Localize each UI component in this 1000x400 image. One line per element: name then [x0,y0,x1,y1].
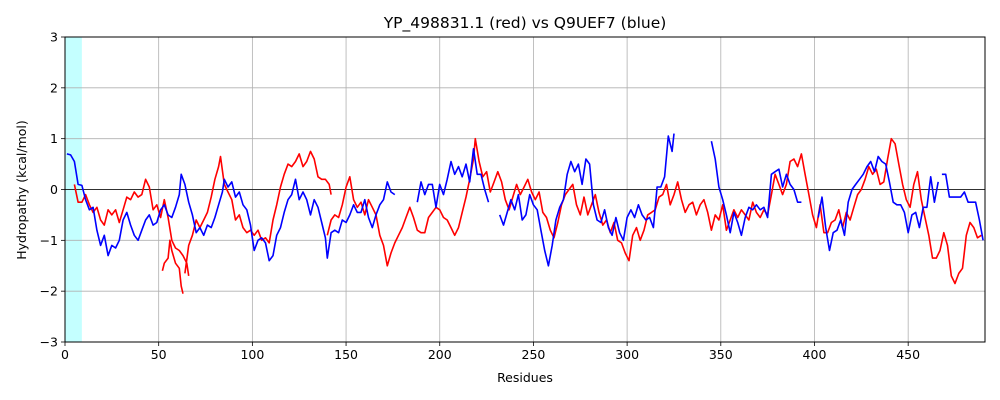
x-tick-label: 350 [709,347,733,362]
y-axis-label: Hydropathy (kcal/mol) [14,120,29,260]
series-2-line [817,155,939,252]
series-2-line [710,141,802,237]
x-tick-label: 250 [522,347,546,362]
y-tick-label: −3 [40,335,58,350]
series-2-line [498,133,675,267]
y-tick-label: 1 [50,131,58,146]
x-tick-label: 150 [334,347,358,362]
series-1-line [161,239,184,294]
y-tick-label: 2 [50,80,58,95]
y-tick-label: −2 [40,284,58,299]
x-tick-label: 200 [428,347,452,362]
x-tick-label: 400 [803,347,827,362]
y-tick-label: 3 [50,30,58,45]
y-tick-label: 0 [50,182,58,197]
x-tick-label: 450 [896,347,920,362]
x-tick-label: 100 [240,347,264,362]
y-tick-label: −1 [40,233,58,248]
series-2-line [941,173,984,241]
x-axis-label: Residues [497,370,553,385]
series-2-line [416,148,490,209]
plot-area: 0 50 100 150 200 250 300 350 400 450 −3 −2 −1 0 1 2 3 [40,30,986,362]
x-tick-label: 50 [151,347,167,362]
series-1-line [184,150,332,274]
x-tick-label: 300 [615,347,639,362]
chart-title: YP_498831.1 (red) vs Q9UEF7 (blue) [383,14,667,33]
series-2-line [66,153,396,262]
x-tick-label: 0 [61,347,69,362]
